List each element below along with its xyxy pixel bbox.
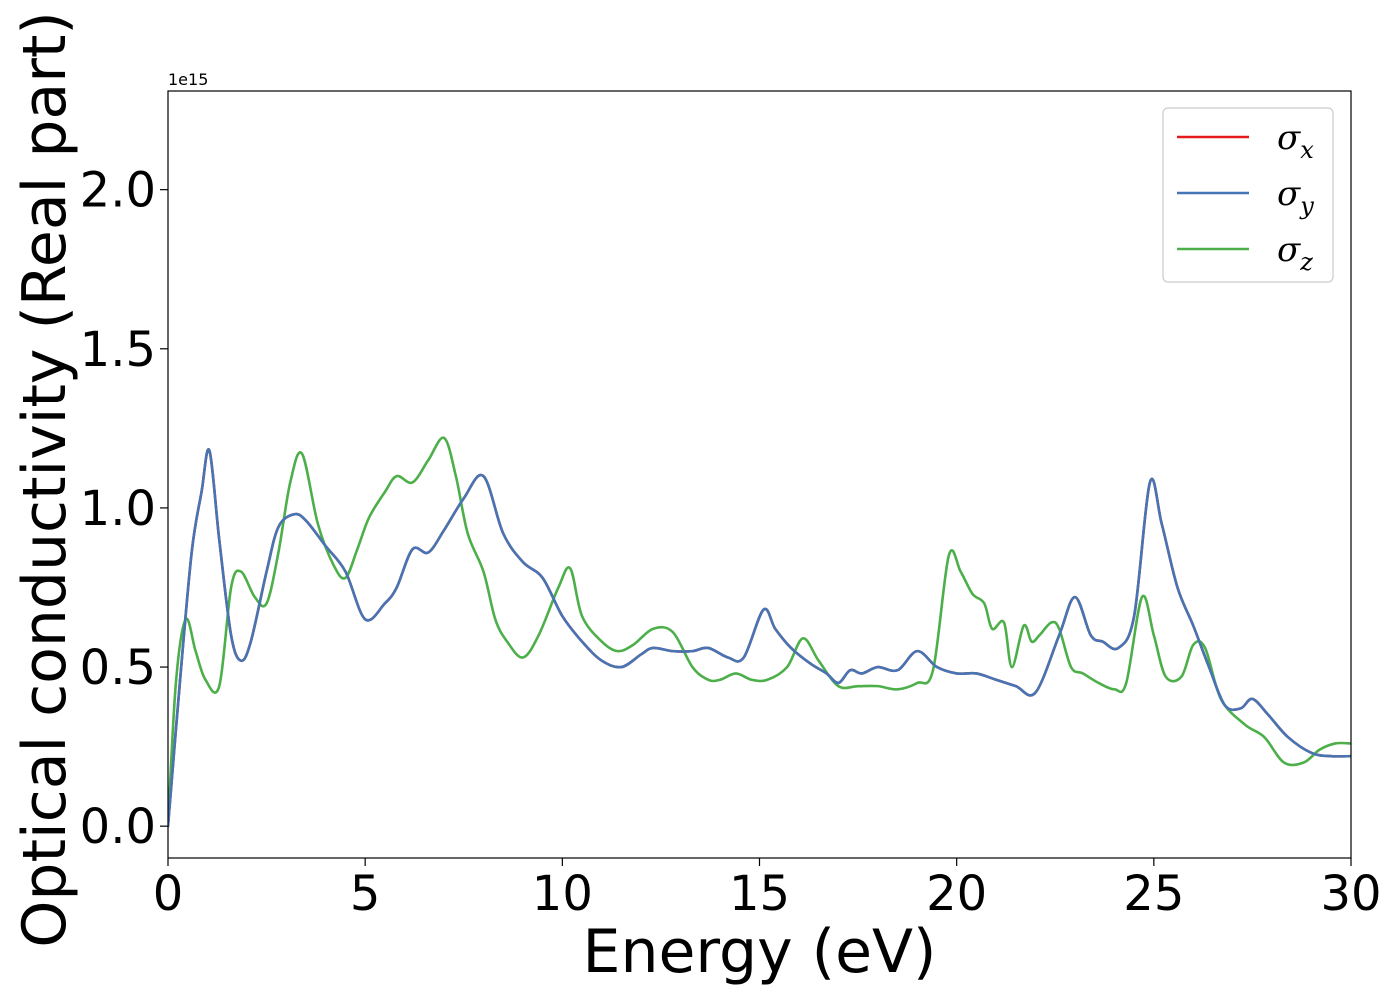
series-line-x xyxy=(168,448,1351,828)
y-tick-label: 1.0 xyxy=(80,481,156,537)
x-axis-ticks: 0 5 10 15 20 25 30 xyxy=(153,858,1382,922)
y-axis-label: Optical conductivity (Real part) xyxy=(10,11,80,948)
x-tick-label: 20 xyxy=(926,866,987,922)
x-tick-label: 5 xyxy=(350,866,381,922)
legend-frame xyxy=(1162,107,1334,283)
series-line-z xyxy=(168,436,1351,828)
series-lines xyxy=(168,436,1351,828)
x-tick-label: 0 xyxy=(153,866,184,922)
x-tick-label: 25 xyxy=(1123,866,1184,922)
y-tick-label: 2.0 xyxy=(80,163,156,219)
series-line-y xyxy=(168,448,1351,828)
y-axis-offset-label: 1e15 xyxy=(168,70,208,89)
y-tick-label: 0.0 xyxy=(80,799,156,855)
x-axis-label: Energy (eV) xyxy=(583,917,937,987)
y-tick-label: 0.5 xyxy=(80,640,156,696)
x-tick-label: 30 xyxy=(1320,866,1381,922)
y-axis-ticks: 0.0 0.5 1.0 1.5 2.0 xyxy=(80,163,168,855)
y-tick-label: 1.5 xyxy=(80,322,156,378)
x-tick-label: 10 xyxy=(532,866,593,922)
x-tick-label: 15 xyxy=(729,866,790,922)
